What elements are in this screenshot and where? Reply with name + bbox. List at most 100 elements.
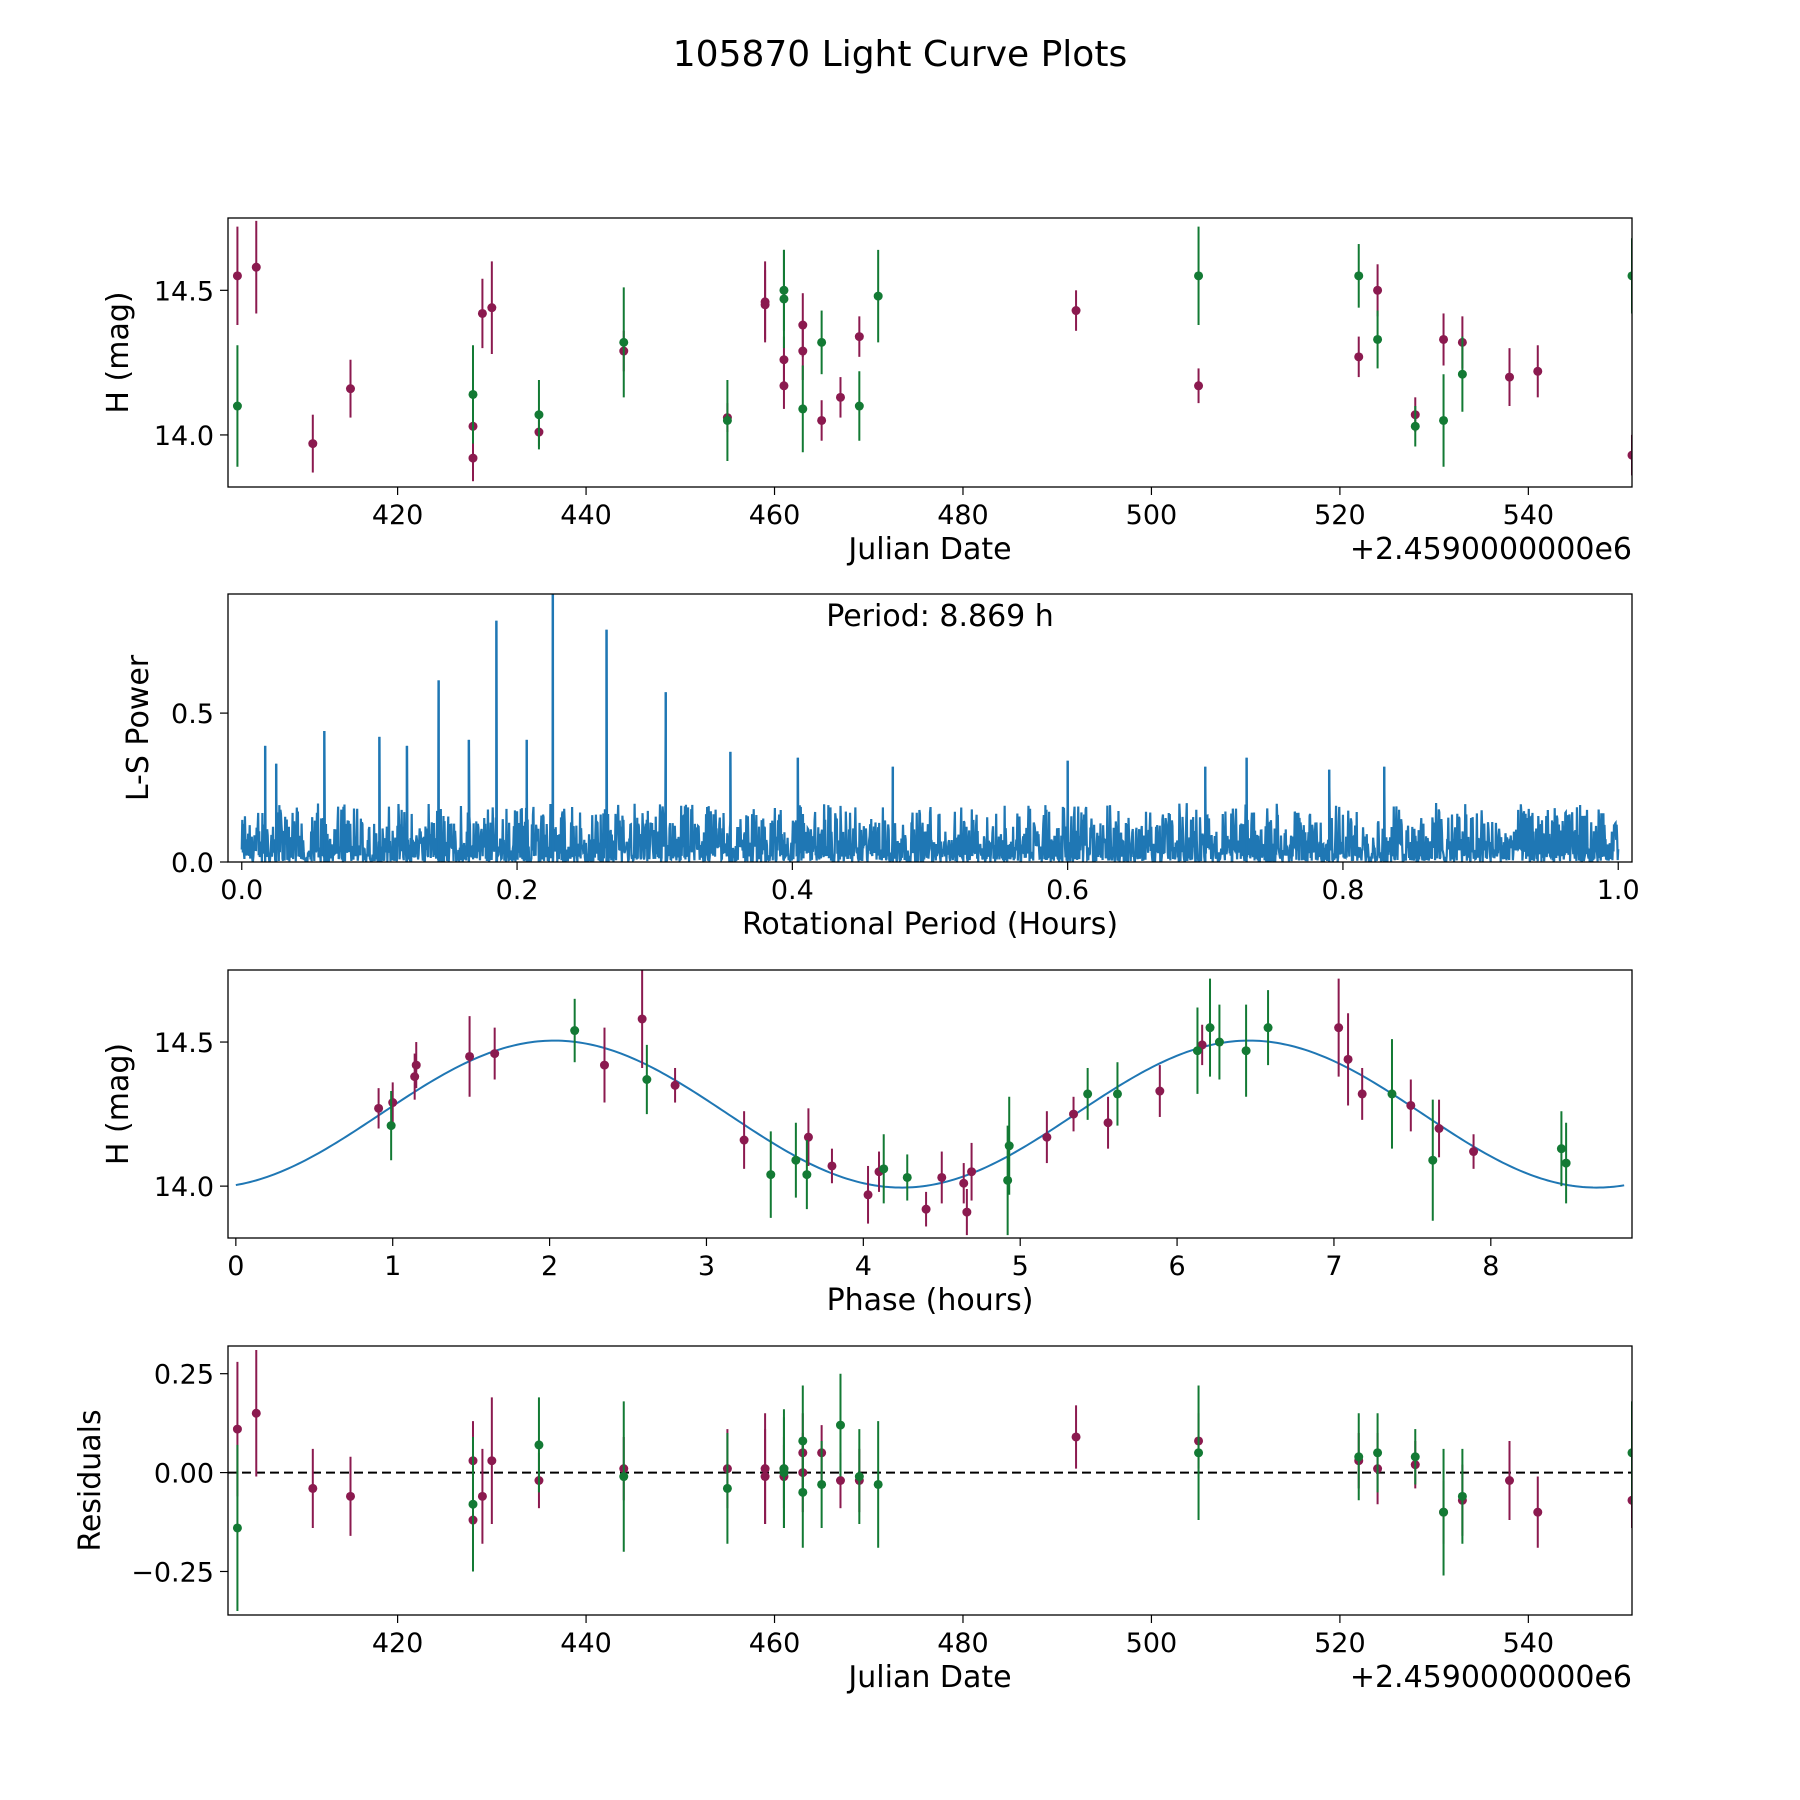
data-point [779, 1464, 789, 1474]
y-tick-label: 14.0 [154, 1172, 214, 1203]
data-point [670, 1080, 680, 1090]
data-point [835, 1476, 845, 1485]
x-tick-label: 480 [937, 500, 989, 531]
data-point [1263, 1023, 1273, 1033]
data-point [490, 1049, 500, 1059]
data-point [902, 1172, 912, 1182]
data-point [779, 294, 789, 304]
data-point [863, 1190, 873, 1200]
data-point [345, 1491, 355, 1501]
x-tick-label: 0.8 [1321, 875, 1364, 906]
periodogram-axes: 0.0 0.2 0.4 0.6 0.8 1.0 0.0 0.5 Rotational Perio… [121, 654, 1640, 942]
period-annotation: Period: 8.869 h [826, 599, 1054, 634]
x-tick-label: 0.0 [220, 875, 263, 906]
lightcurve-points [232, 220, 1632, 482]
data-point [798, 1487, 808, 1497]
lightcurve-y-axis-label: H (mag) [101, 291, 136, 413]
data-point [817, 337, 827, 347]
x-tick-label: 0.2 [496, 875, 539, 906]
data-point [1505, 1476, 1515, 1485]
y-tick-label: 0.00 [154, 1459, 214, 1490]
data-point [1561, 1158, 1571, 1168]
y-tick-label: 14.5 [154, 276, 214, 307]
data-point [791, 1155, 801, 1165]
x-tick-label: 520 [1314, 500, 1366, 531]
data-point [374, 1103, 384, 1113]
data-point [854, 332, 864, 342]
data-point [1373, 285, 1383, 295]
data-point [817, 1479, 827, 1489]
data-point [411, 1060, 421, 1070]
y-tick-label: 0.25 [154, 1360, 214, 1391]
residuals-x-axis-label: Julian Date [846, 1660, 1011, 1695]
residuals-points [232, 1349, 1632, 1612]
data-point [779, 355, 789, 365]
x-tick-label: 1.0 [1597, 875, 1640, 906]
x-tick-label: 7 [1325, 1251, 1342, 1282]
data-point [1192, 1046, 1202, 1056]
data-point [1439, 415, 1449, 425]
data-point [1627, 1448, 1632, 1458]
x-tick-label: 440 [560, 1628, 612, 1659]
x-tick-label: 8 [1482, 1251, 1499, 1282]
data-point [1214, 1037, 1224, 1047]
periodogram-frame [227, 593, 1633, 863]
periodogram-y-axis-label: L-S Power [121, 654, 156, 801]
residuals-frame [227, 1345, 1633, 1616]
data-point [722, 415, 732, 425]
data-point [345, 384, 355, 394]
x-tick-label: 460 [749, 500, 801, 531]
x-tick-label: 420 [372, 500, 424, 531]
x-tick-label: 5 [1012, 1251, 1029, 1282]
data-point [1439, 334, 1449, 344]
phased-points [374, 970, 1571, 1236]
x-tick-label: 2 [541, 1251, 558, 1282]
x-tick-label: 480 [937, 1628, 989, 1659]
periodogram-line-group [240, 594, 1620, 862]
x-tick-label: 4 [855, 1251, 872, 1282]
residuals-offset-label: +2.4590000000e6 [1350, 1660, 1632, 1695]
data-point [1194, 271, 1204, 281]
x-tick-label: 1 [384, 1251, 401, 1282]
x-tick-label: 460 [749, 1628, 801, 1659]
data-point [798, 320, 808, 330]
data-point [766, 1170, 776, 1180]
data-point [388, 1098, 398, 1108]
y-tick-label: 14.0 [154, 421, 214, 452]
y-tick-label: 0.5 [171, 699, 214, 730]
data-point [1112, 1089, 1122, 1099]
residuals-y-axis-label: Residuals [73, 1409, 108, 1551]
data-point [1533, 1507, 1543, 1517]
data-point [1071, 1432, 1081, 1442]
phased-y-axis-label: H (mag) [101, 1043, 136, 1165]
data-point [1004, 1141, 1014, 1151]
data-point [873, 1479, 883, 1489]
data-point [1627, 271, 1632, 281]
lightcurve-offset-label: +2.4590000000e6 [1350, 532, 1632, 567]
data-point [468, 453, 478, 463]
data-point [835, 1420, 845, 1430]
data-point [232, 1523, 242, 1533]
data-point [760, 300, 770, 310]
data-point [1083, 1089, 1093, 1099]
y-tick-label: 14.5 [154, 1028, 214, 1059]
x-tick-label: 420 [372, 1628, 424, 1659]
data-point [1357, 1089, 1367, 1099]
data-point [1354, 352, 1364, 362]
data-point [921, 1204, 931, 1214]
data-point [827, 1161, 837, 1171]
data-point [1373, 334, 1383, 344]
data-point [1354, 271, 1364, 281]
data-point [465, 1051, 475, 1061]
data-point [1387, 1089, 1397, 1099]
data-point [410, 1072, 420, 1082]
data-point [487, 303, 497, 313]
data-point [1071, 306, 1081, 316]
data-point [637, 1014, 647, 1024]
data-point [1241, 1046, 1251, 1056]
data-point [570, 1026, 580, 1036]
periodogram-x-axis-label: Rotational Period (Hours) [742, 907, 1118, 942]
data-point [1343, 1054, 1353, 1064]
